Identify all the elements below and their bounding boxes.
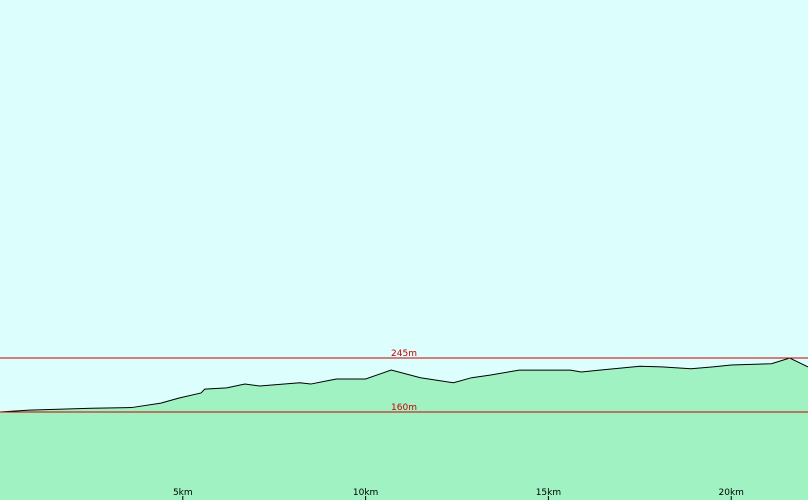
x-tick-label: 20km — [719, 488, 744, 498]
reference-label: 160m — [391, 403, 417, 413]
elevation-area — [0, 358, 808, 500]
elevation-line — [0, 357, 808, 413]
x-tick-label: 5km — [173, 488, 193, 498]
reference-label: 245m — [391, 349, 417, 359]
x-tick-label: 10km — [353, 488, 378, 498]
x-tick-label: 15km — [536, 488, 561, 498]
